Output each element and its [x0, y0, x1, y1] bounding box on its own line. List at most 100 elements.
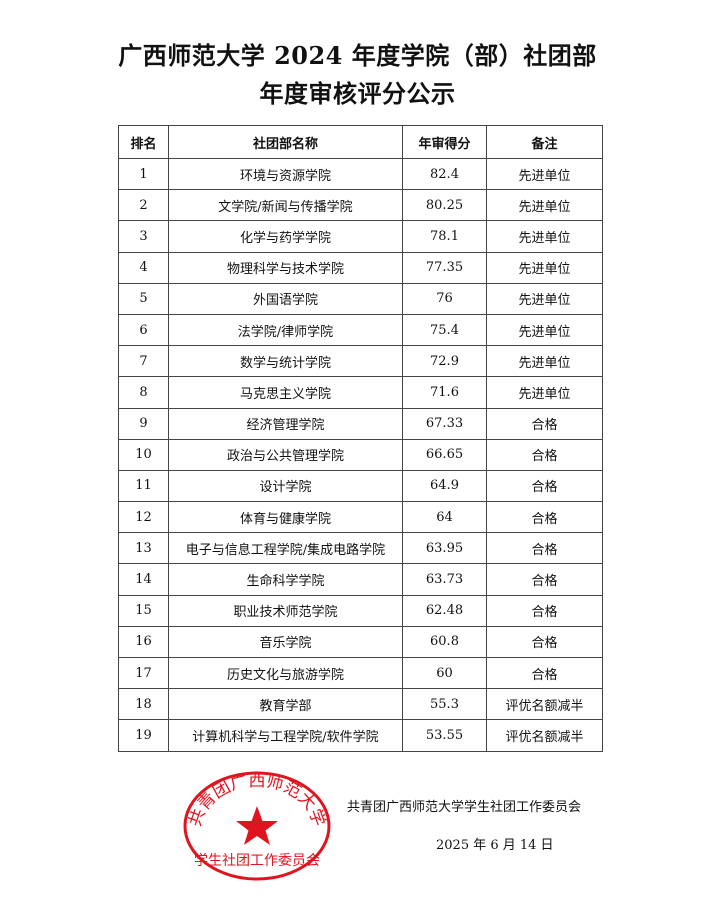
- table-row: 7 数学与统计学院 72.9 先进单位: [118, 345, 603, 378]
- cell-remark: 评优名额减半: [486, 719, 603, 752]
- cell-score: 66.65: [402, 438, 487, 471]
- cell-rank: 13: [118, 532, 169, 565]
- cell-rank: 14: [118, 563, 169, 596]
- cell-name: 职业技术师范学院: [168, 594, 403, 627]
- cell-name: 历史文化与旅游学院: [168, 656, 403, 690]
- score-table: 排名 社团部名称 年审得分 备注 1 环境与资源学院 82.4 先进单位 2 文学院/新闻…: [118, 125, 603, 752]
- cell-score: 71.6: [402, 376, 487, 409]
- cell-name: 政治与公共管理学院: [168, 438, 403, 471]
- table-row: 8 马克思主义学院 71.6 先进单位: [118, 376, 603, 409]
- cell-rank: 2: [118, 189, 169, 222]
- cell-rank: 17: [118, 656, 169, 690]
- cell-remark: 合格: [486, 532, 603, 565]
- cell-score: 80.25: [402, 189, 487, 222]
- table-row: 18 教育学部 55.3 评优名额减半: [118, 688, 603, 721]
- table-row: 16 音乐学院 60.8 合格: [118, 625, 603, 659]
- cell-rank: 7: [118, 345, 169, 378]
- table-row: 12 体育与健康学院 64 合格: [118, 501, 603, 534]
- cell-rank: 19: [118, 719, 169, 752]
- title-line-2: 年度审核评分公示: [259, 79, 456, 108]
- table-row: 11 设计学院 64.9 合格: [118, 469, 603, 503]
- table-row: 3 化学与药学学院 78.1 先进单位: [118, 220, 603, 253]
- cell-score: 63.73: [402, 563, 487, 596]
- signature-org: 共青团广西师范大学学生社团工作委员会: [347, 800, 582, 815]
- cell-remark: 合格: [486, 469, 603, 503]
- cell-score: 78.1: [402, 220, 487, 253]
- stamp-border: [183, 771, 331, 881]
- header-score: 年审得分: [402, 125, 487, 159]
- cell-score: 63.95: [402, 532, 487, 565]
- cell-rank: 6: [118, 313, 169, 347]
- cell-name: 体育与健康学院: [168, 501, 403, 534]
- cell-name: 教育学部: [168, 688, 403, 721]
- table-row: 2 文学院/新闻与传播学院 80.25 先进单位: [118, 189, 603, 222]
- cell-name: 法学院/律师学院: [168, 313, 403, 347]
- table-row: 14 生命科学学院 63.73 合格: [118, 563, 603, 596]
- cell-name: 生命科学学院: [168, 563, 403, 596]
- cell-remark: 先进单位: [486, 157, 603, 191]
- cell-remark: 先进单位: [486, 282, 603, 315]
- cell-remark: 先进单位: [486, 345, 603, 378]
- cell-remark: 先进单位: [486, 376, 603, 409]
- cell-remark: 先进单位: [486, 220, 603, 253]
- cell-rank: 8: [118, 376, 169, 409]
- header-remark: 备注: [486, 125, 603, 159]
- table-row: 6 法学院/律师学院 75.4 先进单位: [118, 313, 603, 347]
- cell-score: 67.33: [402, 407, 487, 440]
- cell-score: 64: [402, 501, 487, 534]
- cell-score: 60.8: [402, 625, 487, 659]
- cell-score: 55.3: [402, 688, 487, 721]
- cell-remark: 评优名额减半: [486, 688, 603, 721]
- table-header-row: 排名 社团部名称 年审得分 备注: [118, 125, 603, 159]
- cell-rank: 4: [118, 251, 169, 284]
- table-row: 13 电子与信息工程学院/集成电路学院 63.95 合格: [118, 532, 603, 565]
- cell-name: 电子与信息工程学院/集成电路学院: [168, 532, 403, 565]
- cell-name: 音乐学院: [168, 625, 403, 659]
- cell-score: 76: [402, 282, 487, 315]
- title-line-1: 广西师范大学 2024 年度学院（部）社团部: [118, 41, 597, 70]
- table-row: 5 外国语学院 76 先进单位: [118, 282, 603, 315]
- cell-name: 经济管理学院: [168, 407, 403, 440]
- cell-rank: 18: [118, 688, 169, 721]
- cell-name: 化学与药学学院: [168, 220, 403, 253]
- cell-rank: 10: [118, 438, 169, 471]
- cell-score: 82.4: [402, 157, 487, 191]
- table-row: 10 政治与公共管理学院 66.65 合格: [118, 438, 603, 471]
- cell-name: 数学与统计学院: [168, 345, 403, 378]
- cell-name: 环境与资源学院: [168, 157, 403, 191]
- cell-score: 77.35: [402, 251, 487, 284]
- cell-name: 马克思主义学院: [168, 376, 403, 409]
- cell-rank: 11: [118, 469, 169, 503]
- cell-name: 物理科学与技术学院: [168, 251, 403, 284]
- cell-score: 60: [402, 656, 487, 690]
- cell-remark: 合格: [486, 407, 603, 440]
- table-row: 15 职业技术师范学院 62.48 合格: [118, 594, 603, 627]
- table-row: 19 计算机科学与工程学院/软件学院 53.55 评优名额减半: [118, 719, 603, 752]
- cell-score: 75.4: [402, 313, 487, 347]
- cell-rank: 15: [118, 594, 169, 627]
- cell-remark: 先进单位: [486, 313, 603, 347]
- cell-rank: 3: [118, 220, 169, 253]
- cell-remark: 先进单位: [486, 251, 603, 284]
- table-row: 4 物理科学与技术学院 77.35 先进单位: [118, 251, 603, 284]
- cell-score: 64.9: [402, 469, 487, 503]
- table-row: 9 经济管理学院 67.33 合格: [118, 407, 603, 440]
- official-stamp: 共青团广西师范大学 学生社团工作委员会: [183, 771, 331, 881]
- stamp-bottom-text: 学生社团工作委员会: [194, 853, 320, 869]
- cell-rank: 1: [118, 157, 169, 191]
- header-name: 社团部名称: [168, 125, 403, 159]
- cell-name: 外国语学院: [168, 282, 403, 315]
- star-icon: [236, 806, 278, 845]
- cell-remark: 先进单位: [486, 189, 603, 222]
- cell-rank: 16: [118, 625, 169, 659]
- cell-remark: 合格: [486, 625, 603, 659]
- cell-name: 设计学院: [168, 469, 403, 503]
- signature-date: 2025 年 6 月 14 日: [436, 838, 554, 853]
- cell-remark: 合格: [486, 594, 603, 627]
- cell-score: 72.9: [402, 345, 487, 378]
- cell-score: 53.55: [402, 719, 487, 752]
- table-row: 17 历史文化与旅游学院 60 合格: [118, 656, 603, 690]
- table-row: 1 环境与资源学院 82.4 先进单位: [118, 157, 603, 191]
- cell-remark: 合格: [486, 563, 603, 596]
- cell-remark: 合格: [486, 501, 603, 534]
